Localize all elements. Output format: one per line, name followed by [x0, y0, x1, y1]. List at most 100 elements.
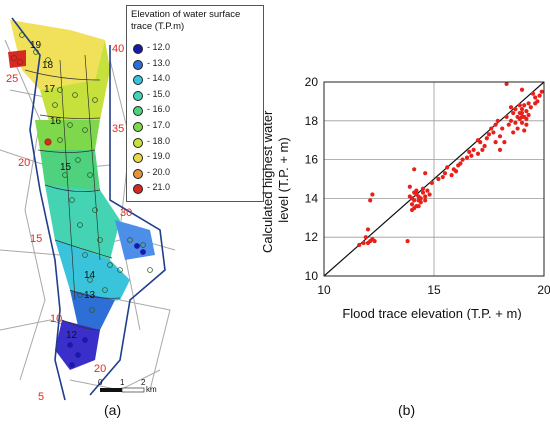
data-point	[504, 114, 509, 120]
y-tick-label: 20	[305, 75, 319, 89]
data-point	[526, 112, 531, 118]
band-13-low	[115, 220, 155, 260]
legend-label: - 17.0	[147, 120, 171, 130]
flood-trace-map: 40 25 35 20 30 15 10 20 5 19 18 17 16 15…	[0, 17, 176, 403]
data-points	[357, 81, 544, 248]
distance-label: 20	[18, 157, 30, 169]
distance-label: 40	[112, 43, 124, 55]
data-point	[449, 173, 454, 178]
data-point	[517, 103, 522, 108]
contour-label: 18	[42, 60, 54, 71]
data-point	[519, 107, 525, 112]
scale-tick-2: 2	[141, 378, 146, 387]
legend-swatch	[133, 153, 143, 164]
legend-label: - 14.0	[147, 73, 171, 84]
data-point	[497, 134, 503, 139]
contour-label: 15	[60, 162, 72, 173]
contour-label: 12	[66, 330, 78, 341]
data-point	[412, 167, 417, 172]
data-point	[533, 101, 538, 106]
data-point	[409, 202, 415, 207]
data-point	[533, 95, 538, 100]
data-point	[537, 93, 542, 98]
plot-frame	[323, 81, 545, 277]
data-point	[508, 105, 514, 110]
map-legend: Elevation of water surface trace (T.P.m)…	[126, 5, 264, 202]
band-13-14	[55, 240, 130, 305]
data-point	[513, 120, 518, 125]
distance-label: 20	[94, 363, 106, 375]
data-point	[493, 140, 498, 145]
y-axis-label-line-2: level (T.P. + m)	[276, 137, 291, 222]
data-point	[517, 110, 522, 116]
data-point	[412, 198, 417, 203]
y-tick-label: 18	[305, 114, 319, 128]
x-tick-label: 15	[427, 283, 441, 297]
data-point	[407, 184, 412, 189]
data-point	[506, 122, 511, 127]
data-point	[522, 103, 527, 108]
contour-label: 14	[84, 270, 96, 281]
data-point	[445, 165, 450, 170]
contour-label: 16	[50, 116, 62, 127]
data-point	[423, 194, 428, 199]
data-point	[464, 155, 470, 160]
data-point	[365, 240, 371, 246]
data-point	[491, 130, 496, 135]
band-21-hotspot	[8, 50, 26, 68]
data-point	[423, 171, 428, 176]
legend-label: - 12.0	[147, 42, 171, 52]
data-point	[519, 114, 525, 120]
data-point	[372, 238, 377, 244]
legend-label: - 18.0	[147, 135, 171, 146]
data-point	[508, 118, 514, 123]
scatter-chart: 10 15 20 10 12 14 16 18 20 Flood trace elevatio…	[262, 75, 550, 320]
x-axis-label: Flood trace elevation (T.P. + m)	[342, 306, 521, 320]
data-point	[519, 87, 525, 92]
legend-swatch	[133, 137, 143, 148]
data-point	[502, 140, 507, 145]
contour-label: 17	[44, 84, 56, 95]
data-point	[440, 174, 445, 180]
data-point	[418, 196, 423, 201]
high-points	[11, 55, 52, 146]
panel-tag-a: (a)	[104, 402, 122, 418]
data-point	[420, 186, 426, 191]
scale-tick-1: 1	[120, 378, 125, 387]
contour-label: 19	[30, 40, 42, 51]
data-point	[539, 89, 544, 94]
data-point	[453, 169, 459, 174]
legend-swatch	[133, 106, 143, 117]
data-point	[365, 227, 371, 232]
data-point	[528, 105, 533, 110]
scale-tick-0: 0	[98, 378, 103, 387]
y-axis-label: Calculated highest water level (T.P. + m…	[262, 107, 291, 253]
x-tick-labels: 10 15 20	[317, 283, 550, 297]
data-point	[442, 171, 448, 176]
data-point	[416, 204, 421, 209]
legend-title: Elevation of water surface trace (T.P.m)	[131, 9, 241, 32]
data-point	[511, 130, 516, 135]
data-point	[370, 192, 375, 197]
legend-label: - 20.0	[147, 166, 171, 177]
band-12	[55, 320, 100, 370]
data-point	[429, 180, 434, 185]
legend-swatch	[133, 90, 143, 101]
data-point	[484, 136, 489, 141]
distance-label: 35	[112, 123, 124, 135]
legend-swatch	[133, 75, 143, 86]
data-point	[363, 235, 368, 240]
data-point	[427, 192, 432, 197]
y-tick-label: 14	[305, 191, 319, 205]
x-tick-label: 10	[317, 283, 331, 297]
data-point	[482, 143, 487, 149]
legend-label: - 21.0	[147, 182, 171, 193]
data-point	[522, 128, 527, 133]
data-point	[486, 132, 492, 137]
legend-label: - 15.0	[147, 88, 171, 99]
y-tick-label: 10	[305, 269, 319, 283]
data-point	[495, 118, 500, 123]
data-point	[475, 151, 481, 156]
data-point	[458, 161, 463, 166]
distance-labels: 40 25 35 20 30 15 10 20 5	[6, 43, 132, 403]
